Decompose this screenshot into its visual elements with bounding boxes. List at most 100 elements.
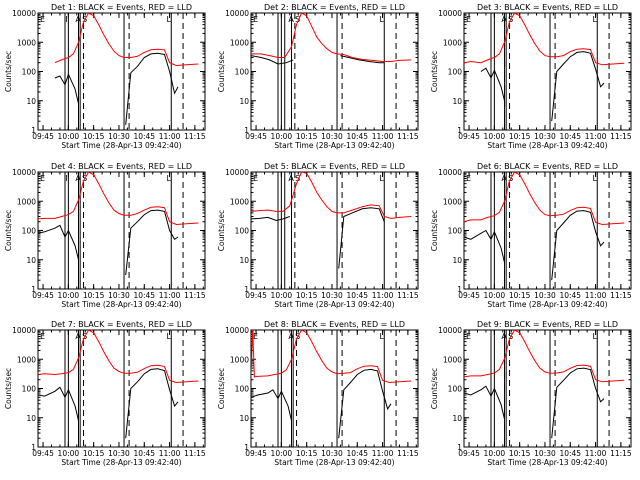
y-tick-label: 10000: [225, 9, 249, 18]
x-tick-label: 10:45: [133, 449, 155, 458]
x-tick-label: 11:00: [159, 449, 181, 458]
x-tick-label: 09:45: [458, 132, 480, 141]
x-tick-label: 10:45: [133, 132, 155, 141]
x-tick-label: 11:15: [184, 132, 206, 141]
series-line-lld: [251, 172, 412, 219]
x-axis-label: Start Time (28-Apr-13 09:42:40): [487, 458, 607, 467]
x-tick-label: 10:45: [559, 132, 581, 141]
marker-label: E: [253, 15, 258, 24]
x-tick-label: 10:45: [346, 449, 368, 458]
x-tick-label: 09:45: [245, 449, 267, 458]
y-tick-label: 1: [244, 443, 249, 452]
marker-label: S: [295, 174, 300, 183]
y-tick-label: 1: [244, 285, 249, 294]
y-tick-label: 1: [31, 126, 36, 135]
x-tick-label: 10:30: [321, 449, 343, 458]
x-tick-label: 10:15: [83, 449, 105, 458]
x-tick-label: 11:00: [372, 291, 394, 300]
y-tick-label: 10: [26, 414, 36, 423]
marker-label: E: [253, 332, 258, 341]
x-tick-label: 11:00: [585, 449, 607, 458]
x-tick-label: 11:00: [372, 449, 394, 458]
x-axis-label: Start Time (28-Apr-13 09:42:40): [487, 141, 607, 150]
x-tick-label: 10:00: [271, 132, 293, 141]
y-tick-label: 1: [457, 285, 462, 294]
detector-panel-6: Det 6: BLACK = Events, RED = LLD 1 10 100 10…: [430, 162, 632, 309]
marker-label: E: [40, 15, 45, 24]
series-line-lld: [464, 13, 625, 66]
x-tick-label: 11:15: [610, 132, 632, 141]
plot-frame: [250, 329, 419, 448]
y-tick-label: 10: [26, 256, 36, 265]
x-axis-label: Start Time (28-Apr-13 09:42:40): [274, 141, 394, 150]
series-line-lld: [251, 13, 412, 62]
marker-label: A: [75, 15, 81, 24]
x-tick-label: 10:00: [58, 132, 80, 141]
plot-frame: [463, 12, 632, 131]
panel-title: Det 5: BLACK = Events, RED = LLD: [264, 162, 405, 171]
y-tick-label: 10000: [12, 9, 36, 18]
series-line-lld: [38, 330, 199, 384]
series-line-events: [54, 52, 179, 125]
series-line-lld: [251, 330, 412, 384]
x-tick-label: 10:15: [509, 449, 531, 458]
series-line-events: [464, 210, 605, 281]
series-line-events: [464, 367, 605, 439]
plot-frame: [37, 171, 206, 290]
panel-title: Det 4: BLACK = Events, RED = LLD: [51, 162, 192, 171]
x-tick-label: 10:30: [534, 291, 556, 300]
x-tick-label: 10:30: [108, 291, 130, 300]
y-tick-label: 100: [448, 385, 463, 394]
y-tick-label: 1000: [17, 355, 36, 364]
x-tick-label: 10:30: [108, 132, 130, 141]
x-tick-label: 10:45: [346, 291, 368, 300]
detector-panel-2: Det 2: BLACK = Events, RED = LLD 1 10 100 10…: [217, 3, 419, 150]
x-tick-label: 11:15: [397, 449, 419, 458]
marker-label: A: [288, 15, 294, 24]
y-axis-label: Counts/sec: [430, 368, 439, 409]
y-tick-label: 1000: [443, 355, 462, 364]
y-axis-label: Counts/sec: [430, 51, 439, 92]
y-tick-label: 10: [452, 414, 462, 423]
marker-label: E: [466, 332, 471, 341]
marker-label: A: [75, 174, 81, 183]
plot-frame: [463, 171, 632, 290]
marker-label: E: [40, 332, 45, 341]
panel-title: Det 1: BLACK = Events, RED = LLD: [51, 3, 192, 12]
y-tick-label: 1: [457, 126, 462, 135]
x-tick-label: 09:45: [245, 132, 267, 141]
y-tick-label: 100: [235, 385, 250, 394]
marker-label: I: [65, 174, 67, 183]
y-tick-label: 10000: [438, 326, 462, 335]
marker-label: L: [167, 174, 172, 183]
x-tick-label: 10:00: [484, 132, 506, 141]
x-axis-label: Start Time (28-Apr-13 09:42:40): [274, 300, 394, 309]
x-tick-label: 10:00: [484, 291, 506, 300]
y-tick-label: 100: [235, 227, 250, 236]
series-line-events: [38, 209, 179, 276]
series-line-events: [251, 207, 385, 269]
plot-frame: [37, 329, 206, 448]
y-axis-label: Counts/sec: [4, 51, 13, 92]
panel-title: Det 9: BLACK = Events, RED = LLD: [477, 320, 618, 329]
x-tick-label: 11:00: [159, 132, 181, 141]
series-line-events: [480, 51, 605, 122]
x-tick-label: 11:15: [184, 291, 206, 300]
x-tick-label: 11:15: [397, 291, 419, 300]
x-axis-label: Start Time (28-Apr-13 09:42:40): [61, 141, 181, 150]
marker-label: A: [288, 332, 294, 341]
y-axis-label: Counts/sec: [217, 210, 226, 251]
plot-frame: [250, 12, 419, 131]
x-axis-label: Start Time (28-Apr-13 09:42:40): [61, 300, 181, 309]
marker-label: I: [65, 15, 67, 24]
x-tick-label: 11:15: [610, 449, 632, 458]
plot-frame: [37, 12, 206, 131]
marker-label: A: [501, 174, 507, 183]
marker-label: L: [593, 174, 598, 183]
y-tick-label: 10000: [438, 9, 462, 18]
x-tick-label: 10:30: [321, 132, 343, 141]
marker-label: E: [253, 174, 258, 183]
x-tick-label: 10:45: [559, 291, 581, 300]
plot-frame: [463, 329, 632, 448]
x-tick-label: 10:15: [296, 291, 318, 300]
